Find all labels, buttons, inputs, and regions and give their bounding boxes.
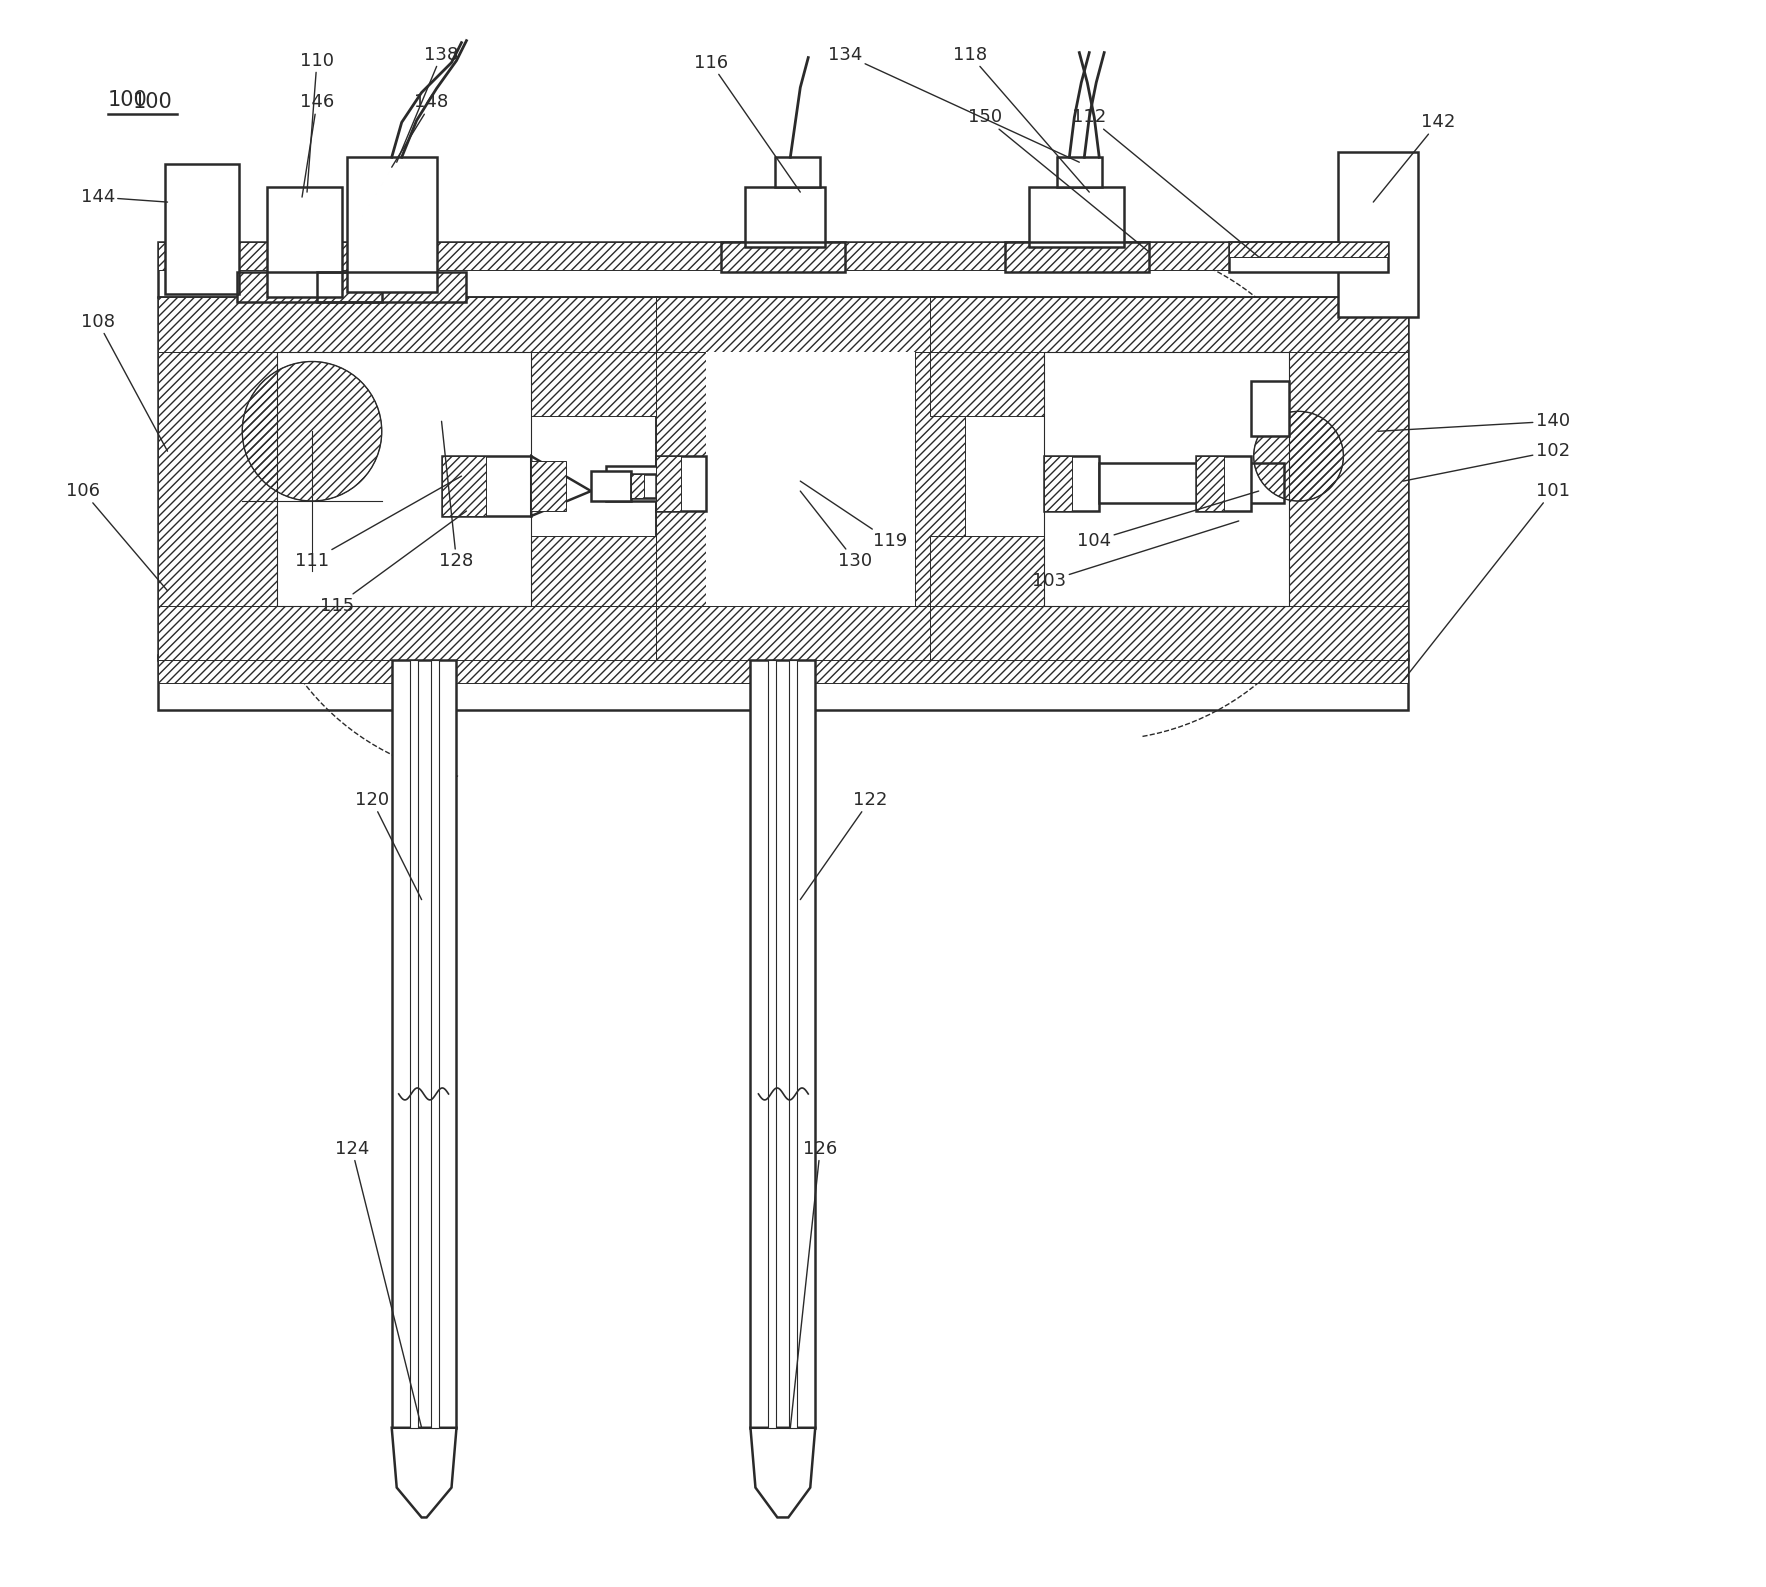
Text: 101: 101 [1404, 482, 1570, 681]
Bar [630, 475, 655, 498]
Bar [277, 352, 532, 606]
Text: 100: 100 [108, 90, 148, 111]
Text: 112: 112 [1072, 108, 1259, 257]
Text: 119: 119 [800, 481, 908, 549]
Bar [157, 655, 1408, 711]
Bar [1229, 241, 1388, 271]
Bar [1058, 157, 1102, 187]
Text: 104: 104 [1077, 490, 1259, 549]
Text: 142: 142 [1374, 113, 1455, 202]
Bar [442, 455, 486, 516]
Polygon shape [532, 455, 592, 516]
Text: 140: 140 [1377, 413, 1570, 432]
Bar [1044, 455, 1098, 511]
Bar [157, 297, 277, 660]
Text: 103: 103 [1033, 521, 1238, 590]
Bar [442, 455, 532, 516]
Bar [532, 536, 655, 660]
Bar [1289, 297, 1408, 660]
Bar [655, 455, 680, 511]
Bar [164, 163, 238, 294]
Bar [655, 352, 706, 606]
Bar [157, 297, 655, 352]
Bar [655, 297, 964, 660]
Text: 134: 134 [828, 46, 1079, 162]
Bar [775, 157, 819, 187]
Text: 122: 122 [800, 790, 887, 900]
Bar [1044, 455, 1072, 511]
Bar [392, 660, 456, 1428]
Bar [931, 606, 1408, 660]
Text: 120: 120 [355, 790, 422, 900]
Bar [532, 297, 655, 416]
Text: 144: 144 [81, 189, 168, 206]
Bar [931, 297, 1044, 416]
Text: 124: 124 [336, 1139, 422, 1428]
Bar [751, 660, 816, 1428]
Text: 100: 100 [132, 92, 173, 113]
Bar [655, 455, 706, 511]
Polygon shape [751, 1428, 816, 1517]
Bar [1250, 381, 1289, 436]
Bar [606, 467, 660, 501]
Text: 148: 148 [392, 94, 449, 167]
Text: 146: 146 [300, 94, 334, 197]
Bar [630, 475, 645, 498]
Bar [237, 271, 381, 302]
Bar [1030, 187, 1125, 248]
Bar [157, 606, 655, 660]
Bar [431, 660, 438, 1428]
Bar [655, 297, 964, 352]
Bar [1044, 352, 1289, 606]
Bar [316, 271, 466, 302]
Bar [592, 471, 630, 501]
Text: 115: 115 [320, 511, 466, 614]
Bar [346, 157, 436, 292]
Bar [931, 536, 1044, 660]
Bar [721, 241, 846, 271]
Bar [706, 352, 915, 606]
Bar [532, 462, 567, 511]
Text: 106: 106 [65, 482, 168, 590]
Text: 126: 126 [791, 1139, 837, 1428]
Bar [1196, 455, 1224, 511]
Text: 110: 110 [300, 51, 334, 192]
Bar [157, 241, 1408, 297]
Bar [157, 297, 655, 660]
Bar [721, 241, 846, 271]
Bar [157, 655, 1408, 684]
Text: 108: 108 [81, 313, 168, 451]
Bar [1005, 241, 1150, 271]
Text: 111: 111 [295, 476, 461, 570]
Text: 130: 130 [800, 490, 872, 570]
Bar [915, 352, 964, 606]
Text: 150: 150 [968, 108, 1150, 252]
Bar [157, 241, 1408, 270]
Bar [410, 660, 417, 1428]
Polygon shape [392, 1428, 456, 1517]
Bar [267, 187, 343, 297]
Bar [931, 297, 1408, 352]
Text: 138: 138 [397, 46, 459, 162]
Bar [1098, 463, 1284, 503]
Bar [316, 271, 466, 302]
Bar [768, 660, 777, 1428]
Bar [655, 606, 964, 660]
Bar [237, 271, 381, 302]
Text: 128: 128 [440, 421, 473, 570]
Bar [789, 660, 796, 1428]
Text: 118: 118 [952, 46, 1090, 192]
Bar [1339, 152, 1418, 317]
Text: 102: 102 [1404, 443, 1570, 481]
Bar [745, 187, 825, 248]
Bar [931, 297, 1408, 660]
Bar [1229, 241, 1388, 257]
Bar [1196, 455, 1250, 511]
Bar [1005, 241, 1150, 271]
Text: 116: 116 [694, 54, 800, 192]
